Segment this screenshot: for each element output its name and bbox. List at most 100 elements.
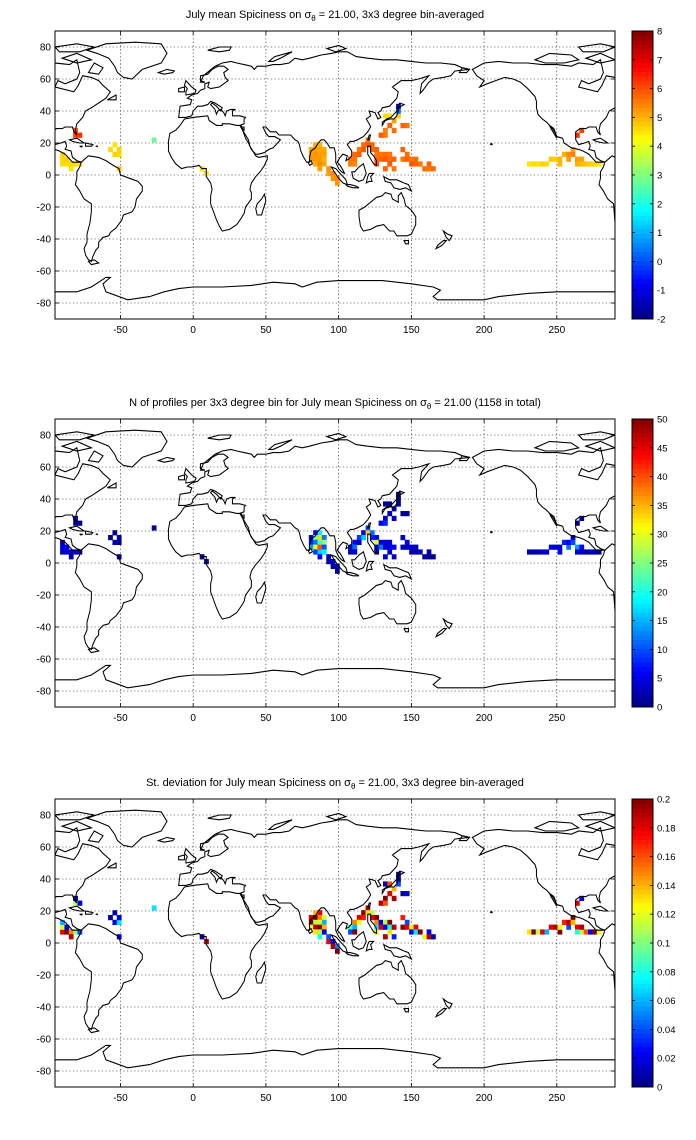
data-bin xyxy=(321,915,327,921)
data-bin xyxy=(383,544,388,550)
data-bin xyxy=(308,156,314,162)
data-bin xyxy=(387,549,393,555)
colorbar-segment xyxy=(632,76,653,81)
colorbar-segment xyxy=(632,287,653,293)
data-bin xyxy=(112,919,118,925)
data-bin xyxy=(352,924,358,930)
data-bin xyxy=(383,934,388,940)
colorbar: 0 5 10 15 20 25 30 35 40 45 50 xyxy=(631,415,668,714)
data-bin xyxy=(566,919,572,925)
data-bin xyxy=(313,929,318,935)
data-bin xyxy=(531,549,537,555)
data-bin xyxy=(544,549,550,555)
colorbar-segment xyxy=(632,40,653,45)
data-bin xyxy=(391,554,397,560)
data-bin xyxy=(413,156,419,162)
data-bin xyxy=(579,549,585,555)
data-bin xyxy=(68,549,74,555)
data-bin xyxy=(378,151,384,157)
colorbar-segment xyxy=(632,441,653,447)
colorbar-segment xyxy=(632,112,653,117)
colorbar-segment xyxy=(632,558,653,564)
colorbar-segment xyxy=(632,862,653,867)
data-bin xyxy=(391,886,397,892)
x-tick-label: 50 xyxy=(260,325,272,336)
data-bin xyxy=(387,113,393,119)
data-bin xyxy=(313,549,318,555)
colorbar-segment xyxy=(632,170,653,176)
data-bin xyxy=(400,924,406,930)
data-bin xyxy=(575,520,580,526)
data-bin xyxy=(116,539,122,545)
data-bin xyxy=(112,142,118,148)
data-bin xyxy=(383,132,388,138)
data-bin xyxy=(383,166,388,172)
data-bin xyxy=(330,563,336,569)
colorbar-tick-label: 0.02 xyxy=(657,1054,676,1065)
colorbar-segment xyxy=(632,527,653,532)
colorbar-tick-label: 0.16 xyxy=(657,852,676,863)
data-bin xyxy=(369,147,375,153)
data-bin xyxy=(426,934,432,940)
data-bin xyxy=(361,915,366,921)
data-bin xyxy=(592,549,598,555)
data-bin xyxy=(77,900,83,906)
y-tick-label: 40 xyxy=(40,495,52,506)
colorbar-segment xyxy=(632,35,653,41)
data-bin xyxy=(553,544,558,550)
data-bin xyxy=(116,147,122,153)
data-bin xyxy=(352,919,358,925)
data-bin xyxy=(413,544,419,550)
data-bin xyxy=(575,132,580,138)
data-bin xyxy=(404,919,410,925)
y-tick-label: 40 xyxy=(40,875,52,886)
y-tick-label: -40 xyxy=(37,235,52,246)
data-bin xyxy=(313,156,318,162)
data-bin xyxy=(404,156,410,162)
title-text-end: = 21.00, 3x3 degree bin-averaged xyxy=(316,9,485,21)
data-bin xyxy=(409,161,414,167)
colorbar-segment xyxy=(632,907,653,912)
data-bin xyxy=(321,535,327,541)
colorbar-segment xyxy=(632,1042,653,1047)
data-bin xyxy=(60,544,65,550)
data-bin xyxy=(108,535,113,541)
data-bin xyxy=(356,915,362,921)
data-bin xyxy=(317,147,323,153)
data-bin xyxy=(317,929,323,935)
colorbar-segment xyxy=(632,1064,653,1070)
data-bin xyxy=(387,539,393,545)
data-bin xyxy=(383,900,388,906)
colorbar-segment xyxy=(632,301,653,306)
colorbar-segment xyxy=(632,1024,653,1029)
data-bin xyxy=(348,161,353,167)
colorbar-segment xyxy=(632,67,653,72)
colorbar-segment xyxy=(632,956,653,962)
data-bin xyxy=(404,511,410,517)
data-bin xyxy=(317,142,323,148)
y-tick-label: 20 xyxy=(40,139,52,150)
colorbar-segment xyxy=(632,455,653,460)
data-bin xyxy=(64,156,70,162)
colorbar-tick-label: 0.18 xyxy=(657,823,676,834)
colorbar-segment xyxy=(632,229,653,234)
y-tick-label: 80 xyxy=(40,431,52,442)
colorbar-segment xyxy=(632,80,653,86)
data-bin xyxy=(548,924,554,930)
data-bin xyxy=(596,549,602,555)
title-subscript: θ xyxy=(351,782,356,791)
data-bin xyxy=(77,549,83,555)
colorbar-segment xyxy=(632,965,653,971)
colorbar-segment xyxy=(632,103,653,108)
x-tick-label: -50 xyxy=(113,325,128,336)
colorbar-segment xyxy=(632,500,653,505)
data-bin xyxy=(426,161,432,167)
data-bin xyxy=(391,895,397,901)
colorbar-segment xyxy=(632,666,653,672)
colorbar-segment xyxy=(632,1060,653,1065)
grid-lines xyxy=(55,419,615,707)
data-bin xyxy=(557,161,563,167)
data-bin xyxy=(68,166,74,172)
panel-title: July mean Spiciness on σθ = 21.00, 3x3 d… xyxy=(186,9,484,23)
colorbar-segment xyxy=(632,509,653,514)
